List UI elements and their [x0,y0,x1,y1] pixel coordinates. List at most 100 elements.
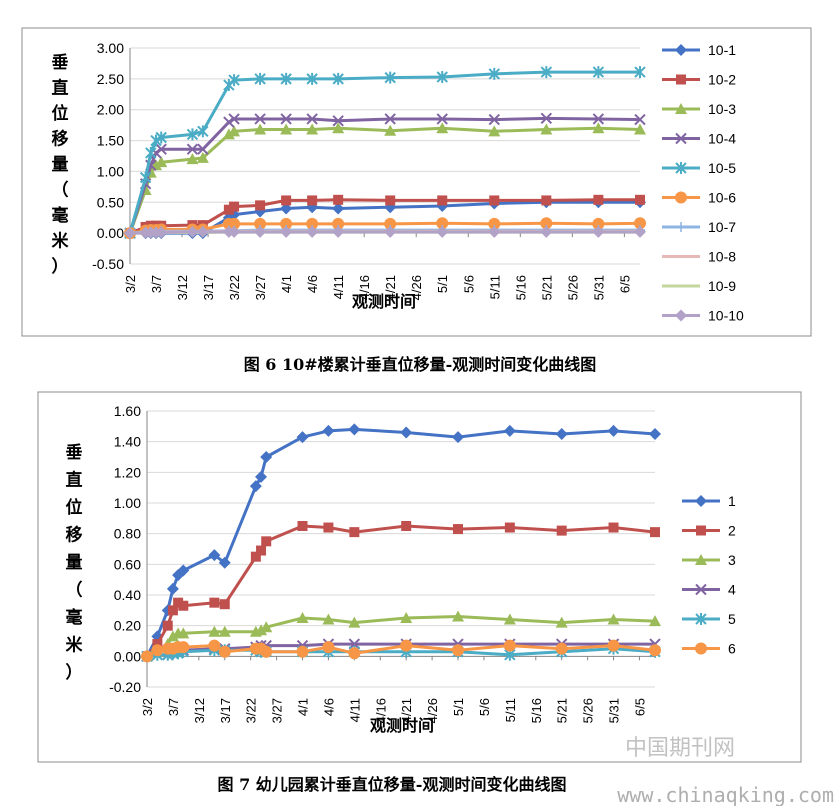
data-point-10-5 [634,66,646,79]
legend-swatch-marker [695,495,707,507]
data-point-10-6 [488,217,501,230]
data-point-10-4 [634,113,646,126]
x-tick-label: 5/11 [487,275,502,299]
data-point-1 [503,424,516,437]
x-tick-label: 4/6 [305,275,320,293]
chart-2-frame [37,391,802,763]
y-tick-label: 0.50 [97,194,124,210]
x-tick-label: 4/11 [331,275,346,299]
data-point-1 [607,424,620,437]
data-point-10-2 [437,195,448,206]
caption-figure-6: 图 6 10#楼累计垂直位移量-观测时间变化曲线图 [244,355,597,374]
x-tick-label: 4/1 [296,698,311,716]
legend-swatch-marker [676,74,686,85]
x-tick-label: 3/17 [201,275,216,300]
legend-swatch-marker [675,191,687,204]
data-point-10-5 [197,125,209,138]
y-axis-label-char: 垂 [66,443,83,463]
data-point-10-10 [155,226,168,239]
y-tick-label: 0.00 [97,225,124,241]
data-point-2 [323,522,334,533]
legend-swatch-marker [675,162,687,174]
x-tick-label: 3/22 [244,698,259,723]
data-point-10-5 [488,67,500,80]
data-point-2 [349,527,360,538]
x-tick-label: 4/26 [409,275,424,300]
data-point-10-4 [306,113,318,125]
data-point-6 [151,644,164,657]
x-tick-label: 3/17 [218,698,233,723]
data-point-2 [219,599,230,610]
data-point-10-3 [196,151,209,163]
y-tick-label: 1.20 [114,464,141,480]
x-tick-label: 4/16 [357,275,372,300]
data-point-2 [504,522,515,533]
chart-2-y-tick-labels: 1.60 1.40 1.20 1.00 0.80 0.60 0.40 0.20 0.00 -0.2… [109,403,141,695]
legend-label: 1 [728,493,736,509]
series-2 [142,521,660,662]
chart-1-legend: 10-1 10-2 10-3 10-4 10-5 10-6 10-7 10-8 10-9 10-1… [662,42,744,324]
x-tick-label: 4/21 [399,698,414,723]
data-point-10-3 [306,123,319,135]
data-point-10-2 [489,195,500,206]
legend-label: 2 [728,523,736,539]
y-tick-label: 0.60 [114,556,141,572]
y-tick-label: 1.60 [114,403,141,419]
data-point-6 [322,641,335,654]
data-point-3 [503,613,516,625]
x-tick-label: 5/6 [477,698,492,716]
chart-1-y-axis-label: 垂直位移量 （ 毫米 ） [52,53,70,277]
x-tick-label: 3/2 [123,275,138,293]
y-tick-label: 2.50 [97,71,124,87]
data-point-10-10 [488,225,501,238]
legend-swatch-marker [675,44,687,56]
y-axis-label-char: （ [52,180,69,201]
chart-building-10: 3.00 2.50 2.00 1.50 1.00 0.50 0.00 -0.50 3/2 3/7… [21,27,812,337]
series-10-5 [124,66,646,240]
x-tick-label: 4/21 [383,275,398,300]
data-point-10-5 [186,128,199,141]
x-tick-label: 5/31 [607,698,622,723]
data-point-10-5 [139,171,152,184]
y-axis-label-char: 量 [52,154,69,175]
data-point-10-4 [254,113,266,125]
data-point-6 [177,641,190,654]
data-point-10-5 [436,71,448,84]
y-axis-label-char: （ [66,580,83,601]
data-point-1 [208,549,221,562]
y-tick-label: 0.00 [114,648,141,664]
data-point-10-2 [229,201,240,212]
data-point-10-5 [280,72,292,85]
data-point-1 [260,451,273,463]
data-point-2 [173,597,184,608]
caption-figure-7: 图 7 幼儿园累计垂直位移量-观测时间变化曲线图 [218,775,567,794]
data-point-10-10 [196,225,209,238]
y-tick-label: 3.00 [97,40,124,56]
legend-label: 10-6 [708,190,736,206]
data-point-10-10 [540,225,553,238]
legend-label: 5 [728,611,736,627]
data-point-2 [209,597,220,608]
legend-swatch-marker [696,525,706,536]
data-point-3 [177,627,190,639]
legend-swatch-marker [675,103,687,114]
data-point-6 [218,645,231,658]
data-point-10-3 [222,128,235,140]
y-tick-label: -0.50 [92,256,124,272]
data-point-10-10 [306,225,319,238]
data-point-10-6 [540,217,553,230]
chart-1-x-tick-labels: 3/2 3/7 3/12 3/17 3/22 3/27 4/1 4/6 4/11 4/16 4/21… [123,233,632,300]
legend-entry-10-9: 10-9 [662,278,736,294]
y-axis-label-char: 米 [52,231,70,252]
y-axis-label-char: 位 [52,103,69,124]
y-axis-label-char: 毫 [52,205,69,226]
x-tick-label: 5/26 [581,698,596,723]
data-point-10-3 [155,156,168,168]
data-point-1 [166,582,179,595]
legend-entry-10-2: 10-2 [662,72,736,88]
data-point-10-3 [280,123,293,135]
data-point-10-4 [436,113,448,125]
data-point-3 [452,610,465,622]
data-point-2 [256,545,267,556]
data-point-10-4 [186,143,199,155]
